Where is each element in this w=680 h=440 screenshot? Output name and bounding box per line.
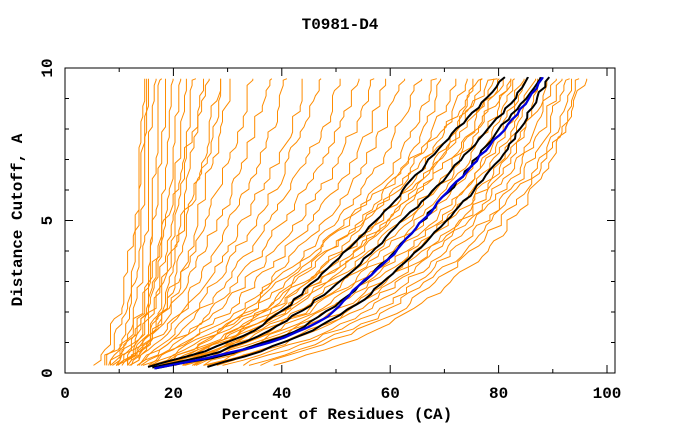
- orange-model-curve: [222, 78, 563, 366]
- orange-model-curve: [191, 78, 527, 366]
- x-tick-label: 100: [593, 385, 622, 403]
- orange-model-curve: [203, 78, 538, 366]
- orange-model-curve: [182, 78, 504, 366]
- blue-model-curve: [154, 77, 544, 370]
- orange-model-curve: [138, 78, 341, 366]
- y-tick-label: 0: [39, 368, 57, 378]
- y-tick-label: 5: [39, 216, 57, 226]
- orange-model-curve: [129, 78, 303, 366]
- orange-model-curve: [127, 78, 288, 366]
- orange-model-curve: [110, 78, 157, 366]
- orange-model-curve: [129, 78, 231, 366]
- orange-model-curve: [121, 78, 273, 366]
- black-model-curve: [207, 76, 551, 368]
- orange-model-curve: [140, 78, 375, 366]
- orange-model-curve: [104, 78, 149, 366]
- orange-model-curve: [216, 78, 557, 366]
- orange-model-curve: [150, 78, 437, 366]
- orange-model-curve: [174, 78, 483, 366]
- orange-model-curve: [112, 78, 210, 366]
- orange-model-curve: [136, 78, 322, 366]
- orange-model-curve: [243, 78, 570, 366]
- orange-model-curve: [174, 78, 500, 366]
- orange-model-curve: [115, 78, 182, 366]
- x-tick-label: 40: [272, 385, 291, 403]
- x-tick-label: 60: [381, 385, 400, 403]
- orange-model-curve: [273, 78, 588, 366]
- orange-model-curve: [127, 78, 254, 366]
- x-axis-label: Percent of Residues (CA): [221, 406, 453, 424]
- orange-model-curve: [163, 78, 495, 366]
- orange-model-curve: [248, 78, 572, 366]
- x-tick-label: 80: [489, 385, 508, 403]
- chart-title: T0981-D4: [301, 16, 379, 34]
- orange-model-curve: [207, 78, 550, 366]
- orange-model-curve: [110, 78, 166, 366]
- x-tick-label: 20: [164, 385, 183, 403]
- orange-model-curve: [165, 78, 468, 366]
- orange-model-curve: [136, 78, 360, 366]
- orange-model-curve: [161, 78, 474, 366]
- orange-model-curve: [93, 78, 146, 366]
- orange-model-curve: [106, 78, 148, 366]
- orange-model-curve: [159, 78, 442, 366]
- black-model-curve: [147, 76, 506, 368]
- plot-frame: [64, 67, 616, 374]
- orange-model-curve: [182, 78, 498, 366]
- orange-model-curve: [260, 78, 580, 366]
- orange-model-curve: [117, 78, 187, 366]
- y-tick-label: 10: [39, 58, 57, 77]
- orange-model-curve: [150, 78, 423, 366]
- orange-model-curve: [115, 78, 222, 366]
- black-model-curve: [152, 76, 529, 369]
- y-axis-label: Distance Cutoff, A: [9, 133, 27, 307]
- orange-model-curve: [115, 78, 174, 366]
- x-tick-label: 0: [60, 385, 70, 403]
- orange-model-curve: [148, 78, 387, 366]
- orange-model-curve: [142, 78, 406, 366]
